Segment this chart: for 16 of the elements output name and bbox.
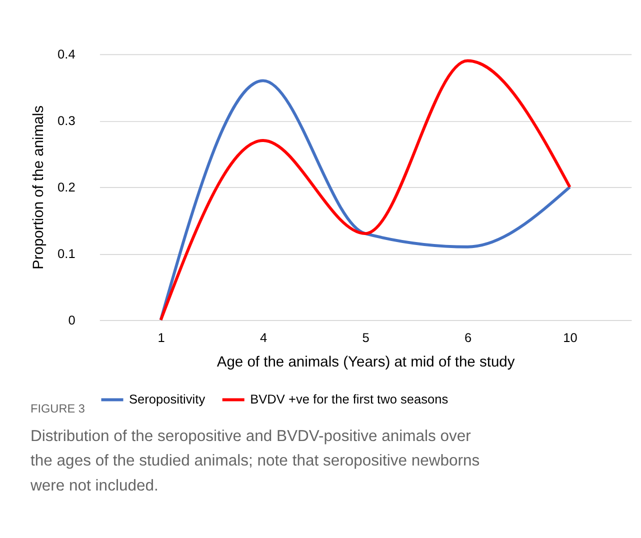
x-tick-label: 5 xyxy=(362,330,370,346)
y-axis-title: Proportion of the animals xyxy=(30,106,47,270)
x-axis-title: Age of the animals (Years) at mid of the study xyxy=(216,354,516,371)
legend-label: Seropositivity xyxy=(128,392,206,407)
x-tick-label: 4 xyxy=(260,330,268,346)
y-tick-label: 0.2 xyxy=(58,179,76,194)
legend-label: BVDV +ve for the first two seasons xyxy=(250,392,448,407)
x-tick-label: 1 xyxy=(158,330,165,346)
caption: FIGURE 3 xyxy=(30,402,86,416)
y-tick-label: 0.3 xyxy=(58,113,76,128)
x-tick-label: 6 xyxy=(464,330,472,346)
y-tick-label: 0 xyxy=(68,312,76,328)
x-tick-label: 10 xyxy=(563,330,578,346)
y-tick-label: 0.1 xyxy=(58,246,76,261)
text: Distribution of the seropositive and BVDV-positive animals over the ages of the studied animals; note that seropositive newborns were not included. xyxy=(30,428,480,494)
y-tick-label: 0.4 xyxy=(58,46,76,62)
